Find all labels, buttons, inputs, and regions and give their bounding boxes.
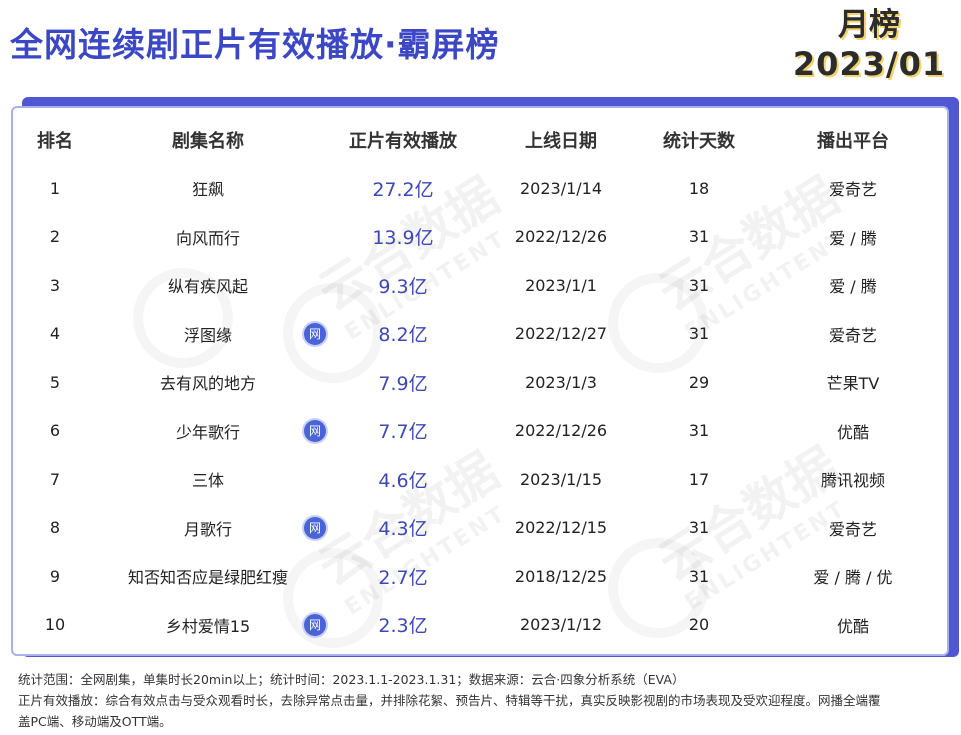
row-name: 去有风的地方: [159, 374, 256, 393]
row-date: 2022/12/26: [514, 227, 608, 246]
row-name: 三体: [191, 471, 224, 490]
row-platform: 爱奇艺: [828, 180, 877, 199]
row-play: 9.3亿: [378, 275, 428, 298]
row-rank: 6: [49, 421, 61, 440]
row-date: 2023/1/3: [525, 372, 597, 392]
row-platform: 爱奇艺: [828, 519, 877, 539]
row-name: 少年歌行: [175, 422, 240, 442]
row-name: 浮图缘: [183, 325, 232, 345]
row-play: 8.2亿: [378, 324, 428, 346]
header-rank: 排名: [37, 131, 73, 152]
row-play: 13.9亿: [372, 227, 434, 249]
row-play: 4.3亿: [378, 518, 428, 540]
table-row: 10 乡村爱情15 网 2.3亿 2023/1/12 20 优酷: [13, 601, 947, 649]
table-row: 2 向风而行 13.9亿 2022/12/26 31 爱 / 腾: [13, 213, 947, 261]
row-days: 20: [688, 615, 710, 634]
row-name: 纵有疾风起: [167, 277, 248, 296]
row-platform: 优酷: [836, 422, 869, 442]
ranking-table-panel: 云合数据 ENLIGHTENT 云合数据 ENLIGHTENT 云合数据 ENLIGH…: [11, 106, 949, 656]
row-platform: 腾讯视频: [820, 471, 885, 490]
chart-type-label: 月榜: [838, 7, 900, 43]
row-platform: 爱 / 腾: [829, 277, 877, 296]
row-name: 狂飙: [191, 180, 224, 199]
header-platform: 播出平台: [817, 131, 889, 152]
row-play: 7.7亿: [378, 421, 428, 443]
period-month: 2023/01: [792, 45, 946, 83]
table-row: 1 狂飙 27.2亿 2023/1/14 18 爱奇艺: [13, 164, 947, 212]
footnote-definition: 正片有效播放：综合有效点击与受众观看时长，去除异常点击量，并排除花絮、预告片、特…: [18, 693, 881, 708]
row-name: 向风而行: [175, 228, 240, 248]
row-date: 2023/1/1: [525, 275, 597, 295]
table-row: 6 少年歌行 网 7.7亿 2022/12/26 31 优酷: [13, 407, 947, 455]
row-days: 17: [688, 469, 710, 489]
row-name: 月歌行: [183, 519, 232, 539]
row-platform: 优酷: [836, 616, 869, 636]
row-days: 31: [688, 275, 710, 295]
header-date: 上线日期: [525, 131, 597, 152]
web-drama-badge-icon: 网: [304, 322, 326, 345]
row-rank: 2: [49, 227, 61, 246]
table-header: 排名 剧集名称 正片有效播放 上线日期 统计天数 播出平台: [13, 116, 947, 164]
row-days: 29: [688, 372, 710, 392]
row-play: 2.3亿: [378, 615, 428, 637]
table-row: 3 纵有疾风起 9.3亿 2023/1/1 31 爱 / 腾: [13, 261, 947, 309]
row-rank: 9: [49, 566, 61, 586]
header-play: 正片有效播放: [349, 131, 457, 152]
row-rank: 4: [49, 324, 61, 343]
row-days: 31: [688, 421, 710, 440]
row-rank: 1: [49, 178, 61, 198]
row-rank: 3: [49, 275, 61, 295]
table-row: 8 月歌行 网 4.3亿 2022/12/15 31 爱奇艺: [13, 504, 947, 552]
web-drama-badge-icon: 网: [304, 613, 326, 636]
header-days: 统计天数: [663, 131, 735, 152]
row-date: 2018/12/25: [514, 566, 608, 586]
row-date: 2023/1/12: [519, 615, 603, 634]
web-drama-badge-icon: 网: [304, 516, 326, 539]
header-name: 剧集名称: [172, 131, 244, 152]
footnote-scope: 统计范围：全网剧集，单集时长20min以上；统计时间：2023.1.1-2023…: [18, 672, 685, 687]
row-days: 18: [688, 178, 710, 198]
row-rank: 7: [49, 469, 61, 489]
row-rank: 10: [44, 615, 66, 634]
row-platform: 爱 / 腾: [829, 228, 877, 248]
row-play: 2.7亿: [378, 566, 428, 589]
row-platform: 芒果TV: [826, 374, 880, 393]
footnote: 统计范围：全网剧集，单集时长20min以上；统计时间：2023.1.1-2023…: [18, 669, 948, 732]
row-rank: 8: [49, 518, 61, 537]
row-days: 31: [688, 566, 710, 586]
row-name: 乡村爱情15: [165, 616, 251, 636]
table-row: 7 三体 4.6亿 2023/1/15 17 腾讯视频: [13, 455, 947, 503]
row-platform: 爱 / 腾 / 优: [813, 568, 893, 587]
footnote-definition-cont: 盖PC端、移动端及OTT端。: [18, 714, 172, 729]
row-days: 31: [688, 227, 710, 246]
table-row: 9 知否知否应是绿肥红瘦 2.7亿 2018/12/25 31 爱 / 腾 / …: [13, 552, 947, 600]
period-label: 月榜 2023/01: [789, 6, 949, 84]
row-date: 2023/1/15: [519, 469, 603, 489]
row-rank: 5: [49, 372, 61, 392]
row-platform: 爱奇艺: [828, 325, 877, 345]
row-date: 2022/12/27: [514, 324, 608, 343]
row-days: 31: [688, 324, 710, 343]
row-play: 27.2亿: [372, 178, 434, 201]
web-drama-badge-icon: 网: [304, 419, 326, 442]
row-play: 4.6亿: [378, 469, 428, 492]
row-name: 知否知否应是绿肥红瘦: [127, 568, 288, 587]
table-row: 4 浮图缘 网 8.2亿 2022/12/27 31 爱奇艺: [13, 310, 947, 358]
row-date: 2022/12/26: [514, 421, 608, 440]
row-date: 2023/1/14: [519, 178, 603, 198]
row-date: 2022/12/15: [514, 518, 608, 537]
table-row: 5 去有风的地方 7.9亿 2023/1/3 29 芒果TV: [13, 358, 947, 406]
row-play: 7.9亿: [378, 372, 428, 395]
row-days: 31: [688, 518, 710, 537]
page-title: 全网连续剧正片有效播放·霸屏榜: [10, 25, 500, 64]
